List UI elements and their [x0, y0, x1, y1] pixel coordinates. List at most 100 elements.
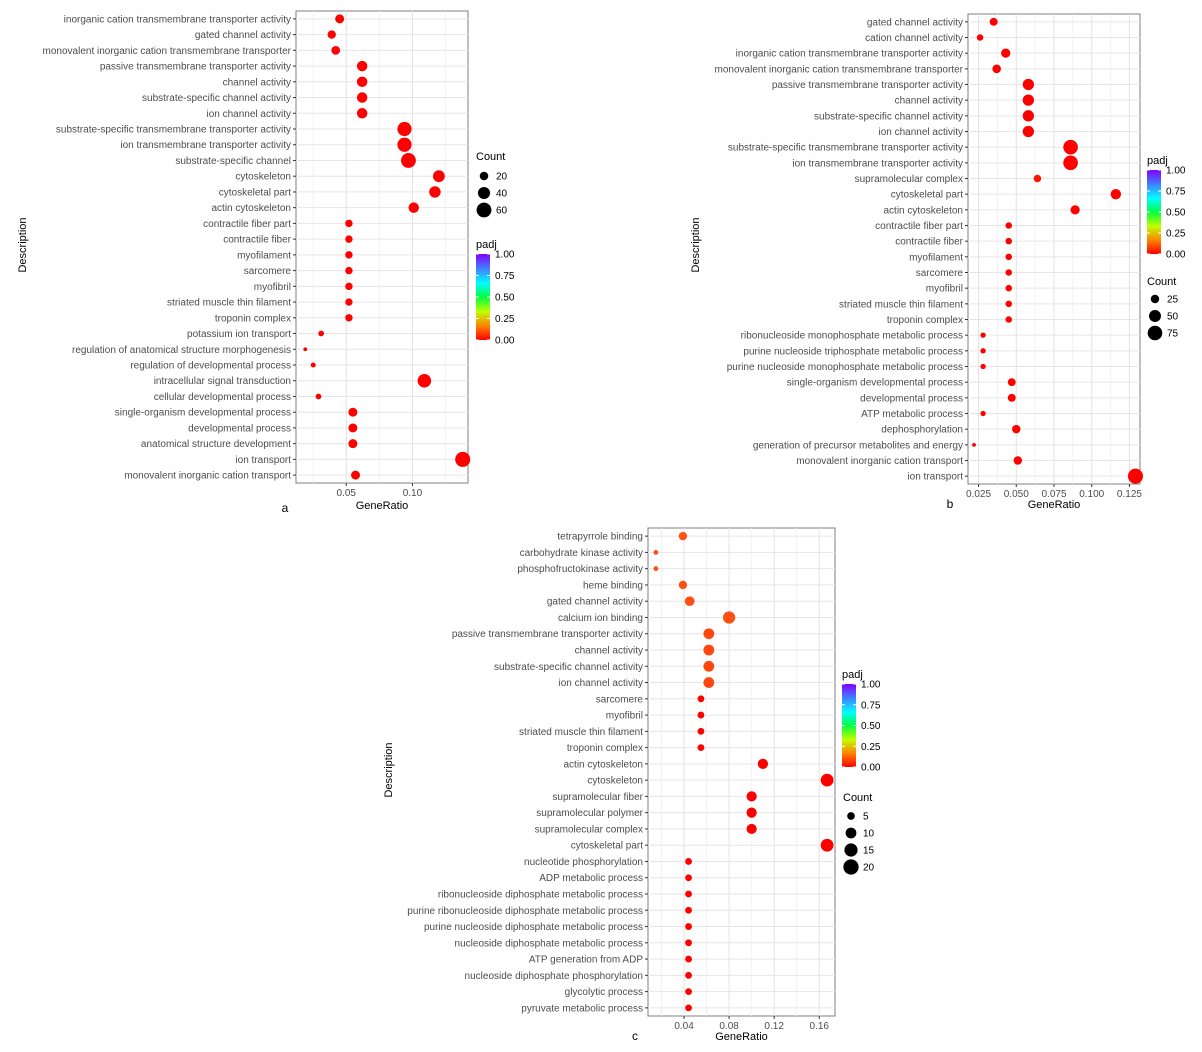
data-point	[976, 34, 984, 41]
colorbar-tick-label: 0.75	[1166, 187, 1186, 198]
data-point	[335, 14, 345, 24]
colorbar-tick-label: 0.75	[861, 700, 881, 711]
y-tick-label: ion transmembrane transporter activity	[120, 140, 291, 151]
panel-label: b	[947, 497, 954, 511]
y-tick-label: regulation of anatomical structure morph…	[72, 345, 291, 356]
colorbar-tick-label: 0.75	[495, 271, 515, 282]
y-tick-label: monovalent inorganic cation transmembran…	[43, 46, 292, 57]
y-tick-label: substrate-specific channel activity	[142, 93, 291, 104]
data-point	[345, 219, 353, 228]
data-point	[348, 407, 358, 417]
data-point	[1007, 378, 1016, 387]
data-point	[980, 410, 986, 417]
y-tick-label: cellular developmental process	[154, 392, 291, 403]
panel-c: tetrapyrrole binding carbohydrate kinase …	[383, 527, 881, 1043]
y-tick-label: passive transmembrane transporter activi…	[452, 629, 643, 640]
data-point	[1063, 139, 1078, 155]
colorbar-tick-label: 0.25	[495, 314, 515, 325]
x-tick-label: 0.075	[1041, 489, 1066, 500]
colorbar-tick-label: 0.00	[861, 763, 881, 774]
data-point	[820, 838, 834, 852]
y-tick-label: supramolecular complex	[855, 174, 963, 185]
colorbar-tick-label: 1.00	[1166, 166, 1186, 177]
y-tick-label: cytoskeleton	[235, 172, 291, 183]
y-tick-label: supramolecular fiber	[552, 792, 643, 803]
y-tick-label: passive transmembrane transporter activi…	[772, 80, 963, 91]
data-point	[401, 153, 416, 168]
y-tick-label: cytoskeleton	[587, 776, 643, 787]
y-tick-label: striated muscle thin filament	[167, 298, 291, 309]
y-tick-label: purine ribonucleoside diphosphate metabo…	[407, 906, 643, 917]
y-tick-label: regulation of developmental process	[130, 361, 291, 372]
y-tick-label: troponin complex	[887, 315, 963, 326]
x-tick-label: 0.05	[337, 488, 357, 499]
data-point	[315, 393, 322, 400]
y-tick-label: ATP metabolic process	[861, 409, 963, 420]
padj-colorbar	[842, 684, 856, 767]
y-tick-label: ribonucleoside monophosphate metabolic p…	[741, 331, 963, 342]
count-legend-dot	[1147, 325, 1163, 341]
data-point	[685, 874, 692, 882]
y-tick-label: ribonucleoside diphosphate metabolic pro…	[438, 890, 643, 901]
y-tick-label: supramolecular complex	[535, 824, 643, 835]
count-legend-label: 10	[863, 829, 875, 840]
count-legend-dot	[479, 171, 489, 181]
y-tick-label: tetrapyrrole binding	[557, 532, 643, 543]
y-tick-label: purine nucleoside triphosphate metabolic…	[743, 346, 963, 357]
y-tick-label: heme binding	[583, 580, 643, 591]
count-legend-label: 5	[863, 812, 869, 823]
data-point	[722, 611, 736, 624]
plot-area	[295, 10, 469, 484]
count-legend-label: 20	[863, 863, 875, 874]
x-tick-label: 0.16	[809, 1021, 829, 1032]
y-tick-label: ATP generation from ADP	[529, 955, 643, 966]
y-tick-label: contractile fiber part	[203, 219, 291, 230]
count-legend-title: Count	[843, 792, 872, 804]
y-tick-label: substrate-specific transmembrane transpo…	[56, 125, 291, 136]
y-tick-label: substrate-specific transmembrane transpo…	[728, 143, 963, 154]
count-legend-dot	[1149, 310, 1161, 322]
colorbar-tick-label: 0.25	[1166, 229, 1186, 240]
data-point	[1001, 48, 1011, 58]
panel-label: a	[282, 501, 289, 515]
y-tick-label: striated muscle thin filament	[839, 299, 963, 310]
y-tick-label: nucleoside diphosphate metabolic process	[455, 938, 643, 949]
padj-legend-title: padj	[842, 669, 863, 681]
y-tick-label: cytoskeletal part	[571, 841, 643, 852]
data-point	[397, 121, 412, 137]
data-point	[746, 791, 757, 802]
colorbar-tick-label: 0.50	[861, 721, 881, 732]
y-tick-label: intracellular signal transduction	[154, 376, 291, 387]
data-point	[1007, 393, 1016, 402]
colorbar-tick-label: 0.00	[495, 336, 515, 347]
data-point	[685, 923, 692, 930]
y-tick-label: monovalent inorganic cation transport	[124, 471, 291, 482]
count-legend-label: 15	[863, 846, 875, 857]
padj-legend-title: padj	[476, 239, 497, 251]
data-point	[980, 363, 986, 370]
y-tick-label: troponin complex	[567, 743, 643, 754]
data-point	[703, 628, 715, 640]
data-point	[356, 108, 368, 119]
data-point	[685, 858, 692, 865]
count-legend-dot	[1150, 294, 1160, 304]
count-legend-title: Count	[1147, 276, 1176, 288]
y-tick-label: contractile fiber part	[875, 221, 963, 232]
y-tick-label: myofilament	[237, 250, 291, 261]
y-tick-label: ion channel activity	[879, 127, 964, 138]
y-tick-label: purine nucleoside monophosphate metaboli…	[727, 362, 963, 373]
y-tick-label: purine nucleoside diphosphate metabolic …	[424, 922, 643, 933]
data-point	[1012, 424, 1021, 434]
y-tick-label: monovalent inorganic cation transmembran…	[715, 64, 964, 75]
y-tick-label: cation channel activity	[865, 33, 963, 44]
data-point	[697, 695, 705, 703]
y-tick-label: calcium ion binding	[558, 613, 643, 624]
y-tick-label: pyruvate metabolic process	[521, 1003, 643, 1014]
count-legend-label: 40	[496, 189, 508, 200]
data-point	[980, 348, 986, 354]
data-point	[1005, 253, 1013, 261]
data-point	[1022, 94, 1035, 106]
count-legend-dot	[476, 202, 492, 218]
y-axis-title: Description	[383, 742, 395, 797]
data-point	[356, 92, 368, 103]
